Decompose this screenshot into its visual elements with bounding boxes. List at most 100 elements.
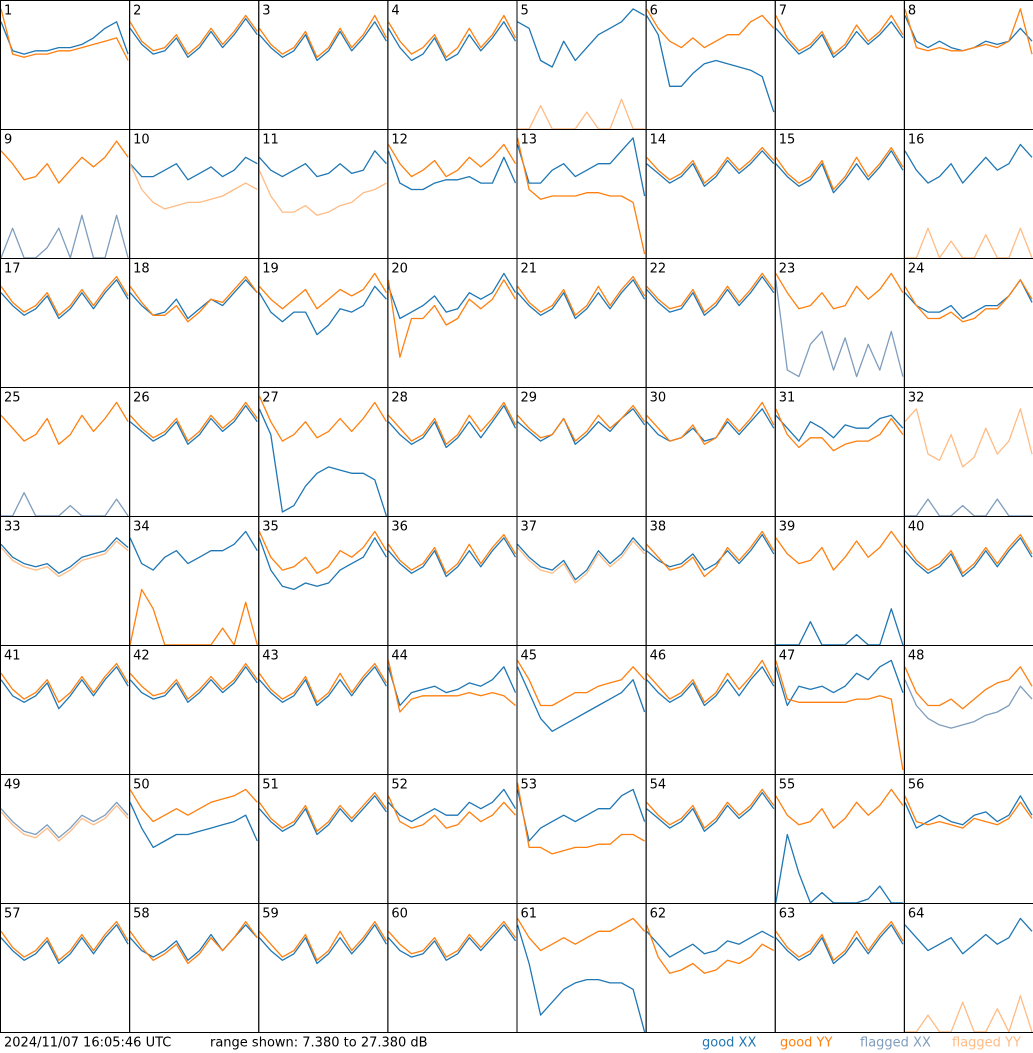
spectrum-line bbox=[775, 21, 904, 58]
panel-label: 64 bbox=[908, 907, 925, 922]
spectrum-line bbox=[0, 537, 129, 574]
spectrum-line bbox=[775, 660, 904, 771]
panel-label: 2 bbox=[133, 4, 141, 19]
spectrum-line bbox=[516, 917, 646, 952]
spectrum-line bbox=[129, 14, 258, 55]
spectrum-line bbox=[516, 782, 645, 855]
panel-label: 14 bbox=[650, 133, 667, 148]
panel-label: 18 bbox=[133, 262, 150, 277]
panel-label: 53 bbox=[521, 778, 538, 793]
panel-label: 31 bbox=[779, 391, 796, 406]
spectrum-line bbox=[1, 492, 129, 517]
spectrum-line bbox=[775, 833, 903, 904]
spectrum-line bbox=[646, 659, 775, 703]
spectrum-line bbox=[775, 659, 904, 707]
spectrum-line bbox=[129, 920, 258, 965]
panel-label: 54 bbox=[650, 778, 667, 793]
spectrum-line bbox=[646, 666, 775, 707]
spectrum-line bbox=[258, 408, 388, 517]
panel-label: 22 bbox=[650, 262, 667, 277]
spectrum-line bbox=[646, 533, 775, 571]
spectrum-line bbox=[775, 608, 904, 646]
panel-label: 27 bbox=[262, 391, 279, 406]
panel-label: 15 bbox=[779, 133, 796, 148]
panel-label: 9 bbox=[4, 133, 12, 148]
spectrum-line bbox=[0, 214, 129, 259]
spectrum-line bbox=[646, 146, 775, 184]
panel-label: 11 bbox=[262, 133, 279, 148]
spectrum-line bbox=[904, 995, 1033, 1033]
spectrum-line bbox=[0, 275, 129, 316]
legend-label: good YY bbox=[780, 1036, 832, 1051]
spectrum-line bbox=[904, 143, 1033, 184]
spectrum-line bbox=[517, 404, 646, 442]
spectrum-line bbox=[387, 795, 516, 829]
spectrum-line bbox=[516, 275, 646, 316]
spectrum-line bbox=[258, 14, 387, 58]
spectrum-line bbox=[775, 924, 904, 965]
legend-label: flagged XX bbox=[860, 1036, 931, 1051]
spectrum-line bbox=[517, 540, 646, 584]
spectrum-line bbox=[775, 530, 904, 571]
spectrum-line bbox=[387, 143, 517, 178]
spectrum-line bbox=[0, 8, 129, 61]
panel-label: 7 bbox=[779, 4, 787, 19]
panel-label: 36 bbox=[391, 520, 408, 535]
spectrum-line bbox=[0, 140, 129, 184]
spectrum-line bbox=[646, 150, 775, 187]
spectrum-line bbox=[387, 401, 517, 445]
spectrum-line bbox=[258, 21, 387, 62]
legend-label: good XX bbox=[702, 1036, 756, 1051]
panel-label: 19 bbox=[262, 262, 279, 277]
panel-frame bbox=[903, 903, 1033, 1033]
spectrum-line bbox=[516, 137, 646, 197]
spectrum-line bbox=[129, 588, 258, 646]
spectrum-line bbox=[129, 788, 258, 823]
spectrum-line bbox=[0, 401, 129, 445]
spectrum-line bbox=[0, 666, 129, 710]
panel-label: 33 bbox=[4, 520, 21, 535]
panel-label: 28 bbox=[391, 391, 408, 406]
panel-label: 48 bbox=[908, 649, 925, 664]
panel-label: 20 bbox=[391, 262, 408, 277]
panel-label: 41 bbox=[4, 649, 21, 664]
panel-label: 60 bbox=[391, 907, 408, 922]
panel-label: 51 bbox=[262, 778, 279, 793]
spectrum-line bbox=[646, 788, 775, 829]
panel-label: 50 bbox=[133, 778, 150, 793]
spectrum-line bbox=[0, 920, 129, 961]
spectrum-line bbox=[258, 795, 387, 836]
spectrum-line bbox=[387, 150, 517, 191]
spectrum-line bbox=[258, 530, 387, 574]
spectrum-line bbox=[646, 408, 775, 442]
spectrum-line bbox=[258, 150, 387, 178]
panel-label: 34 bbox=[133, 520, 150, 535]
panel-label: 39 bbox=[779, 520, 796, 535]
spectrum-line bbox=[646, 930, 775, 958]
spectrum-line bbox=[904, 498, 1032, 517]
panel-label: 30 bbox=[650, 391, 667, 406]
panel-label: 26 bbox=[133, 391, 150, 406]
panel-label: 42 bbox=[133, 649, 150, 664]
spectrum-line bbox=[904, 795, 1033, 829]
panel-label: 44 bbox=[391, 649, 408, 664]
spectrum-line bbox=[775, 146, 904, 191]
panel-label: 6 bbox=[650, 4, 658, 19]
spectrum-line bbox=[646, 275, 775, 316]
spectrum-line bbox=[775, 788, 904, 829]
spectrum-line bbox=[516, 666, 646, 732]
spectrum-line bbox=[0, 662, 129, 703]
panel-label: 1 bbox=[4, 4, 12, 19]
spectrum-line bbox=[904, 533, 1033, 574]
spectrum-line bbox=[517, 537, 646, 581]
spectrum-line bbox=[516, 660, 646, 707]
spectrum-line bbox=[258, 285, 387, 336]
spectrum-line bbox=[387, 660, 516, 713]
spectrum-line bbox=[129, 802, 258, 849]
spectrum-line bbox=[258, 272, 387, 310]
spectrum-line bbox=[129, 666, 258, 703]
panel-label: 46 bbox=[650, 649, 667, 664]
panel-label: 59 bbox=[262, 907, 279, 922]
panel-label: 17 bbox=[4, 262, 21, 277]
spectrum-line bbox=[129, 156, 258, 181]
